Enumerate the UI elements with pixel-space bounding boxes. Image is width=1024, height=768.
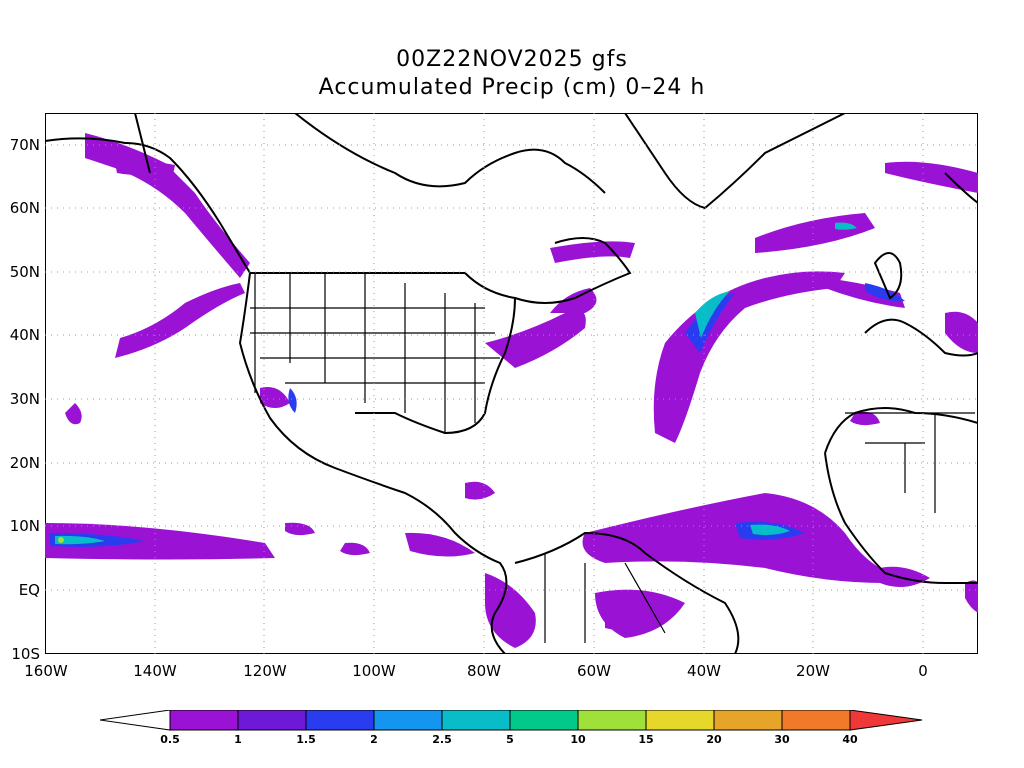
lat-label-70n: 70N [9, 136, 40, 154]
lat-label-50n: 50N [9, 263, 40, 281]
lat-label-60n: 60N [9, 199, 40, 217]
map-subtitle: Accumulated Precip (cm) 0–24 h [318, 75, 706, 100]
map-title: 00Z22NOV2025 gfs [396, 47, 628, 72]
colorbar-swatch-1 [169, 710, 239, 731]
colorbar-label: 40 [842, 733, 858, 746]
lon-label-40w: 40W [687, 662, 721, 680]
precip-map [45, 113, 978, 654]
lon-label-100w: 100W [352, 662, 396, 680]
colorbar-label: 30 [774, 733, 790, 746]
lon-label-160w: 160W [24, 662, 68, 680]
colorbar-swatch-8 [645, 710, 715, 731]
lon-label-140w: 140W [133, 662, 177, 680]
precip-areas [45, 133, 978, 648]
state-borders [250, 273, 975, 643]
lon-label-80w: 80W [467, 662, 501, 680]
colorbar-swatch-5 [441, 710, 511, 731]
colorbar-label: 20 [706, 733, 722, 746]
colorbar-label: 2 [370, 733, 378, 746]
lon-label-60w: 60W [577, 662, 611, 680]
coastlines [45, 113, 978, 654]
lat-label-eq: EQ [18, 581, 40, 599]
colorbar-label: 2.5 [432, 733, 452, 746]
precip-heavy [55, 222, 857, 545]
colorbar-label: 0.5 [160, 733, 180, 746]
colorbar-label: 5 [506, 733, 514, 746]
lat-label-20n: 20N [9, 454, 40, 472]
lon-label-120w: 120W [243, 662, 287, 680]
colorbar-label: 15 [638, 733, 654, 746]
lat-label-30n: 30N [9, 390, 40, 408]
colorbar [100, 710, 923, 731]
lon-label-20w: 20W [796, 662, 830, 680]
colorbar-label: 1.5 [296, 733, 316, 746]
graticule [45, 113, 978, 654]
colorbar-swatch-7 [577, 710, 647, 731]
colorbar-swatch-4 [373, 710, 443, 731]
lat-label-10n: 10N [9, 517, 40, 535]
lon-label-0: 0 [918, 662, 928, 680]
lat-label-10s: 10S [11, 645, 40, 663]
colorbar-label: 10 [570, 733, 586, 746]
colorbar-swatch-2 [237, 710, 307, 731]
colorbar-swatch-3 [305, 710, 375, 731]
colorbar-high-arrow [849, 710, 923, 731]
lat-label-40n: 40N [9, 326, 40, 344]
colorbar-low-arrow [100, 710, 171, 731]
colorbar-swatch-6 [509, 710, 579, 731]
colorbar-label: 1 [234, 733, 242, 746]
colorbar-swatch-9 [713, 710, 783, 731]
colorbar-swatch-10 [781, 710, 851, 731]
